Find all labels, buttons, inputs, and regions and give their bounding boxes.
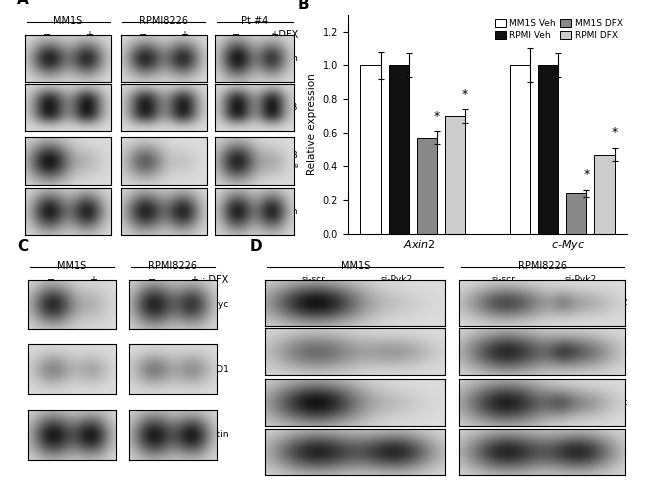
Text: Pt #4: Pt #4 bbox=[241, 16, 268, 26]
Text: MM1S: MM1S bbox=[341, 261, 370, 272]
Text: +: + bbox=[84, 30, 93, 40]
Text: −: − bbox=[232, 30, 240, 40]
Text: −: − bbox=[148, 275, 156, 285]
Text: si-Pyk2: si-Pyk2 bbox=[380, 275, 413, 284]
Text: RPMI8226: RPMI8226 bbox=[148, 261, 198, 272]
Text: actin: actin bbox=[206, 430, 229, 439]
Text: +: + bbox=[181, 30, 188, 40]
Text: MM1S: MM1S bbox=[57, 261, 86, 272]
Text: si-scr: si-scr bbox=[302, 275, 326, 284]
Text: cyclin D1: cyclin D1 bbox=[187, 365, 229, 373]
Text: : DFX: : DFX bbox=[202, 275, 229, 285]
Text: actin: actin bbox=[276, 207, 298, 216]
Text: RPMI8226: RPMI8226 bbox=[140, 16, 188, 26]
Text: Ser²¹/Ser⁹: Ser²¹/Ser⁹ bbox=[254, 163, 298, 173]
Bar bbox=[594, 154, 614, 234]
Bar bbox=[510, 65, 530, 234]
Legend: MM1S Veh, RPMI Veh, MM1S DFX, RPMI DFX: MM1S Veh, RPMI Veh, MM1S DFX, RPMI DFX bbox=[495, 19, 623, 40]
Text: +: + bbox=[190, 275, 198, 285]
Text: −: − bbox=[139, 30, 148, 40]
Text: C: C bbox=[18, 239, 29, 253]
Text: −: − bbox=[47, 275, 55, 285]
Text: c-Myc: c-Myc bbox=[601, 398, 627, 407]
Bar bbox=[538, 65, 558, 234]
Text: *: * bbox=[434, 110, 440, 123]
Text: *: * bbox=[583, 168, 590, 182]
Text: RPMI8226: RPMI8226 bbox=[517, 261, 567, 272]
Text: p-GSK-3α/β: p-GSK-3α/β bbox=[248, 151, 298, 160]
Bar bbox=[445, 116, 465, 234]
Text: MM1S: MM1S bbox=[53, 16, 83, 26]
Bar bbox=[389, 65, 409, 234]
Text: β-catenin: β-catenin bbox=[584, 347, 627, 356]
Y-axis label: Relative expression: Relative expression bbox=[307, 73, 317, 175]
Text: Pyk2: Pyk2 bbox=[606, 298, 627, 308]
Text: : DFX: : DFX bbox=[272, 30, 298, 40]
Text: GSK-3α/β: GSK-3α/β bbox=[257, 103, 298, 112]
Text: B: B bbox=[298, 0, 309, 12]
Text: c-Myc: c-Myc bbox=[202, 300, 229, 309]
Text: si-Pyk2: si-Pyk2 bbox=[564, 275, 597, 284]
Bar bbox=[417, 138, 437, 234]
Text: si-scr: si-scr bbox=[492, 275, 515, 284]
Text: +: + bbox=[89, 275, 97, 285]
Text: +: + bbox=[270, 30, 278, 40]
Text: *: * bbox=[612, 126, 618, 139]
Text: −: − bbox=[44, 30, 51, 40]
Bar bbox=[361, 65, 381, 234]
Text: D: D bbox=[250, 239, 263, 253]
Text: actin: actin bbox=[605, 448, 627, 457]
Text: β-catenin: β-catenin bbox=[255, 54, 298, 63]
Text: A: A bbox=[17, 0, 29, 7]
Text: *: * bbox=[462, 88, 468, 101]
Bar bbox=[566, 193, 586, 234]
